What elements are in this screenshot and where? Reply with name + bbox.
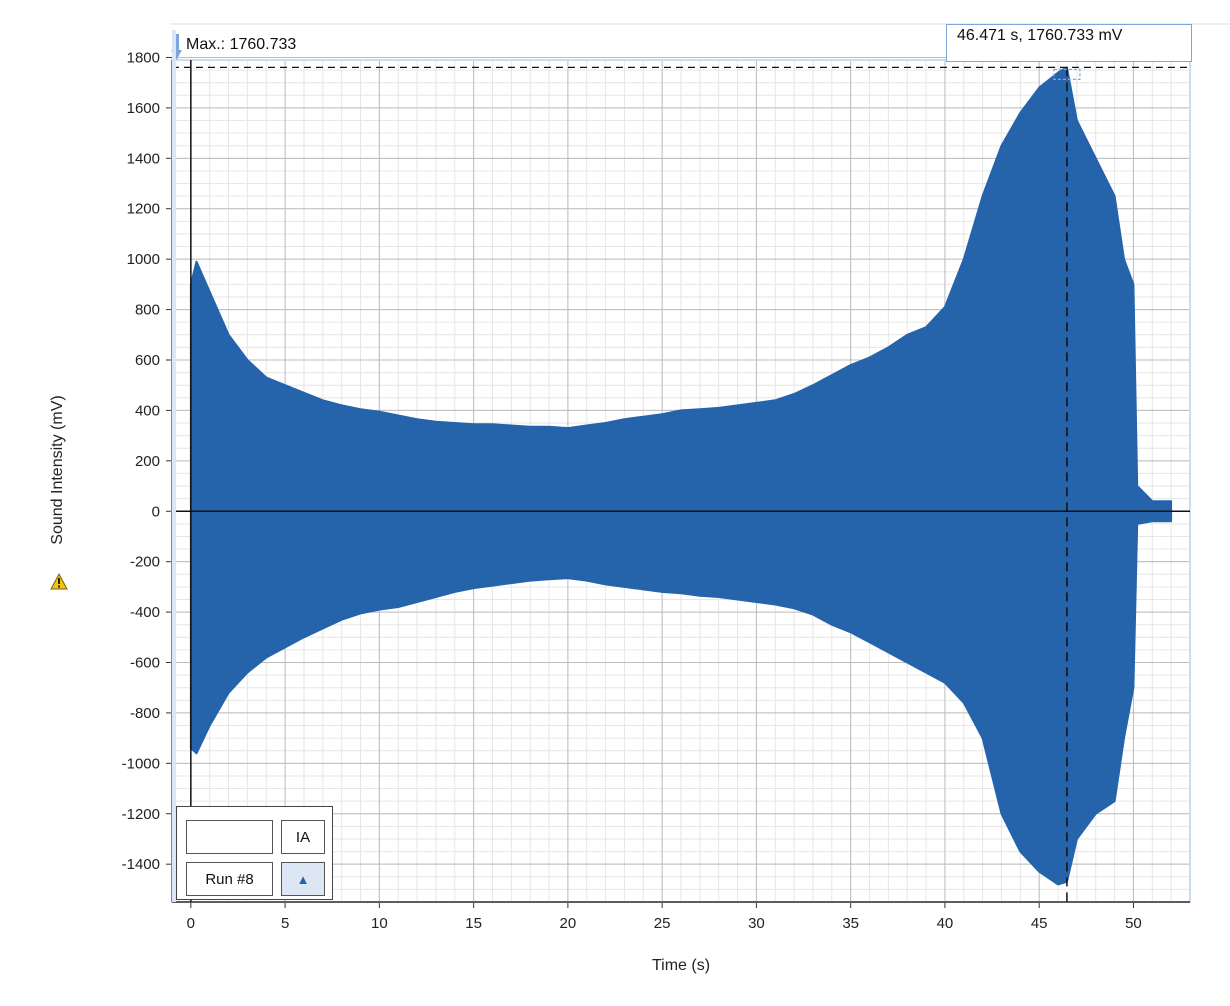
range-handle [172,30,176,902]
y-tick-label: 1200 [127,201,160,218]
x-tick-label: 25 [654,915,671,932]
legend-run-label[interactable]: Run #8 [186,862,273,896]
x-tick-label: 45 [1031,915,1048,932]
max-marker-stem [174,34,179,52]
y-tick-label: 200 [135,453,160,470]
x-tick-label: 15 [465,915,482,932]
legend[interactable]: IA Run #8 ▲ [176,806,333,900]
legend-header: IA [281,820,325,854]
y-tick-label: -1000 [122,755,160,772]
x-tick-label: 0 [187,915,195,932]
x-tick-label: 30 [748,915,765,932]
y-tick-label: 1000 [127,251,160,268]
x-tick-label: 50 [1125,915,1142,932]
series-run-8 [189,66,1173,886]
x-tick-label: 10 [371,915,388,932]
y-tick-label: 1600 [127,100,160,117]
y-tick-label: 800 [135,302,160,319]
max-label: Max.: 1760.733 [186,36,297,53]
legend-run-symbol[interactable]: ▲ [281,862,325,896]
x-tick-label: 40 [937,915,954,932]
legend-blank-cell [186,820,273,854]
data-layer [189,66,1173,886]
triangle-marker-icon: ▲ [296,871,310,887]
y-tick-label: -800 [130,705,160,722]
x-tick-label: 20 [560,915,577,932]
y-axis-title: Sound Intensity (mV) [49,395,66,544]
x-axis-title: Time (s) [652,957,710,974]
max-overlay[interactable] [171,30,1190,902]
max-point-marker [1053,68,1081,80]
cursor-readout[interactable]: 46.471 s, 1760.733 mV [946,24,1192,62]
x-tick-label: 5 [281,915,289,932]
y-tick-label: 1800 [127,49,160,66]
y-tick-labels: 1800 1600 1400 1200 1000 800 600 400 200 0 -200 -40… [122,49,160,873]
warning-icon[interactable] [50,572,68,590]
y-tick-label: -400 [130,604,160,621]
x-tick-label: 35 [842,915,859,932]
cursor-readout-text: 46.471 s, 1760.733 mV [957,27,1123,44]
y-tick-label: -1400 [122,856,160,873]
y-tick-label: -600 [130,655,160,672]
y-tick-label: 400 [135,402,160,419]
y-tick-label: -1200 [122,806,160,823]
x-tick-labels: 0 5 10 15 20 25 30 35 40 45 50 [187,915,1142,932]
y-tick-label: -200 [130,554,160,571]
y-tick-label: 1400 [127,150,160,167]
y-tick-label: 0 [152,503,160,520]
y-tick-label: 600 [135,352,160,369]
